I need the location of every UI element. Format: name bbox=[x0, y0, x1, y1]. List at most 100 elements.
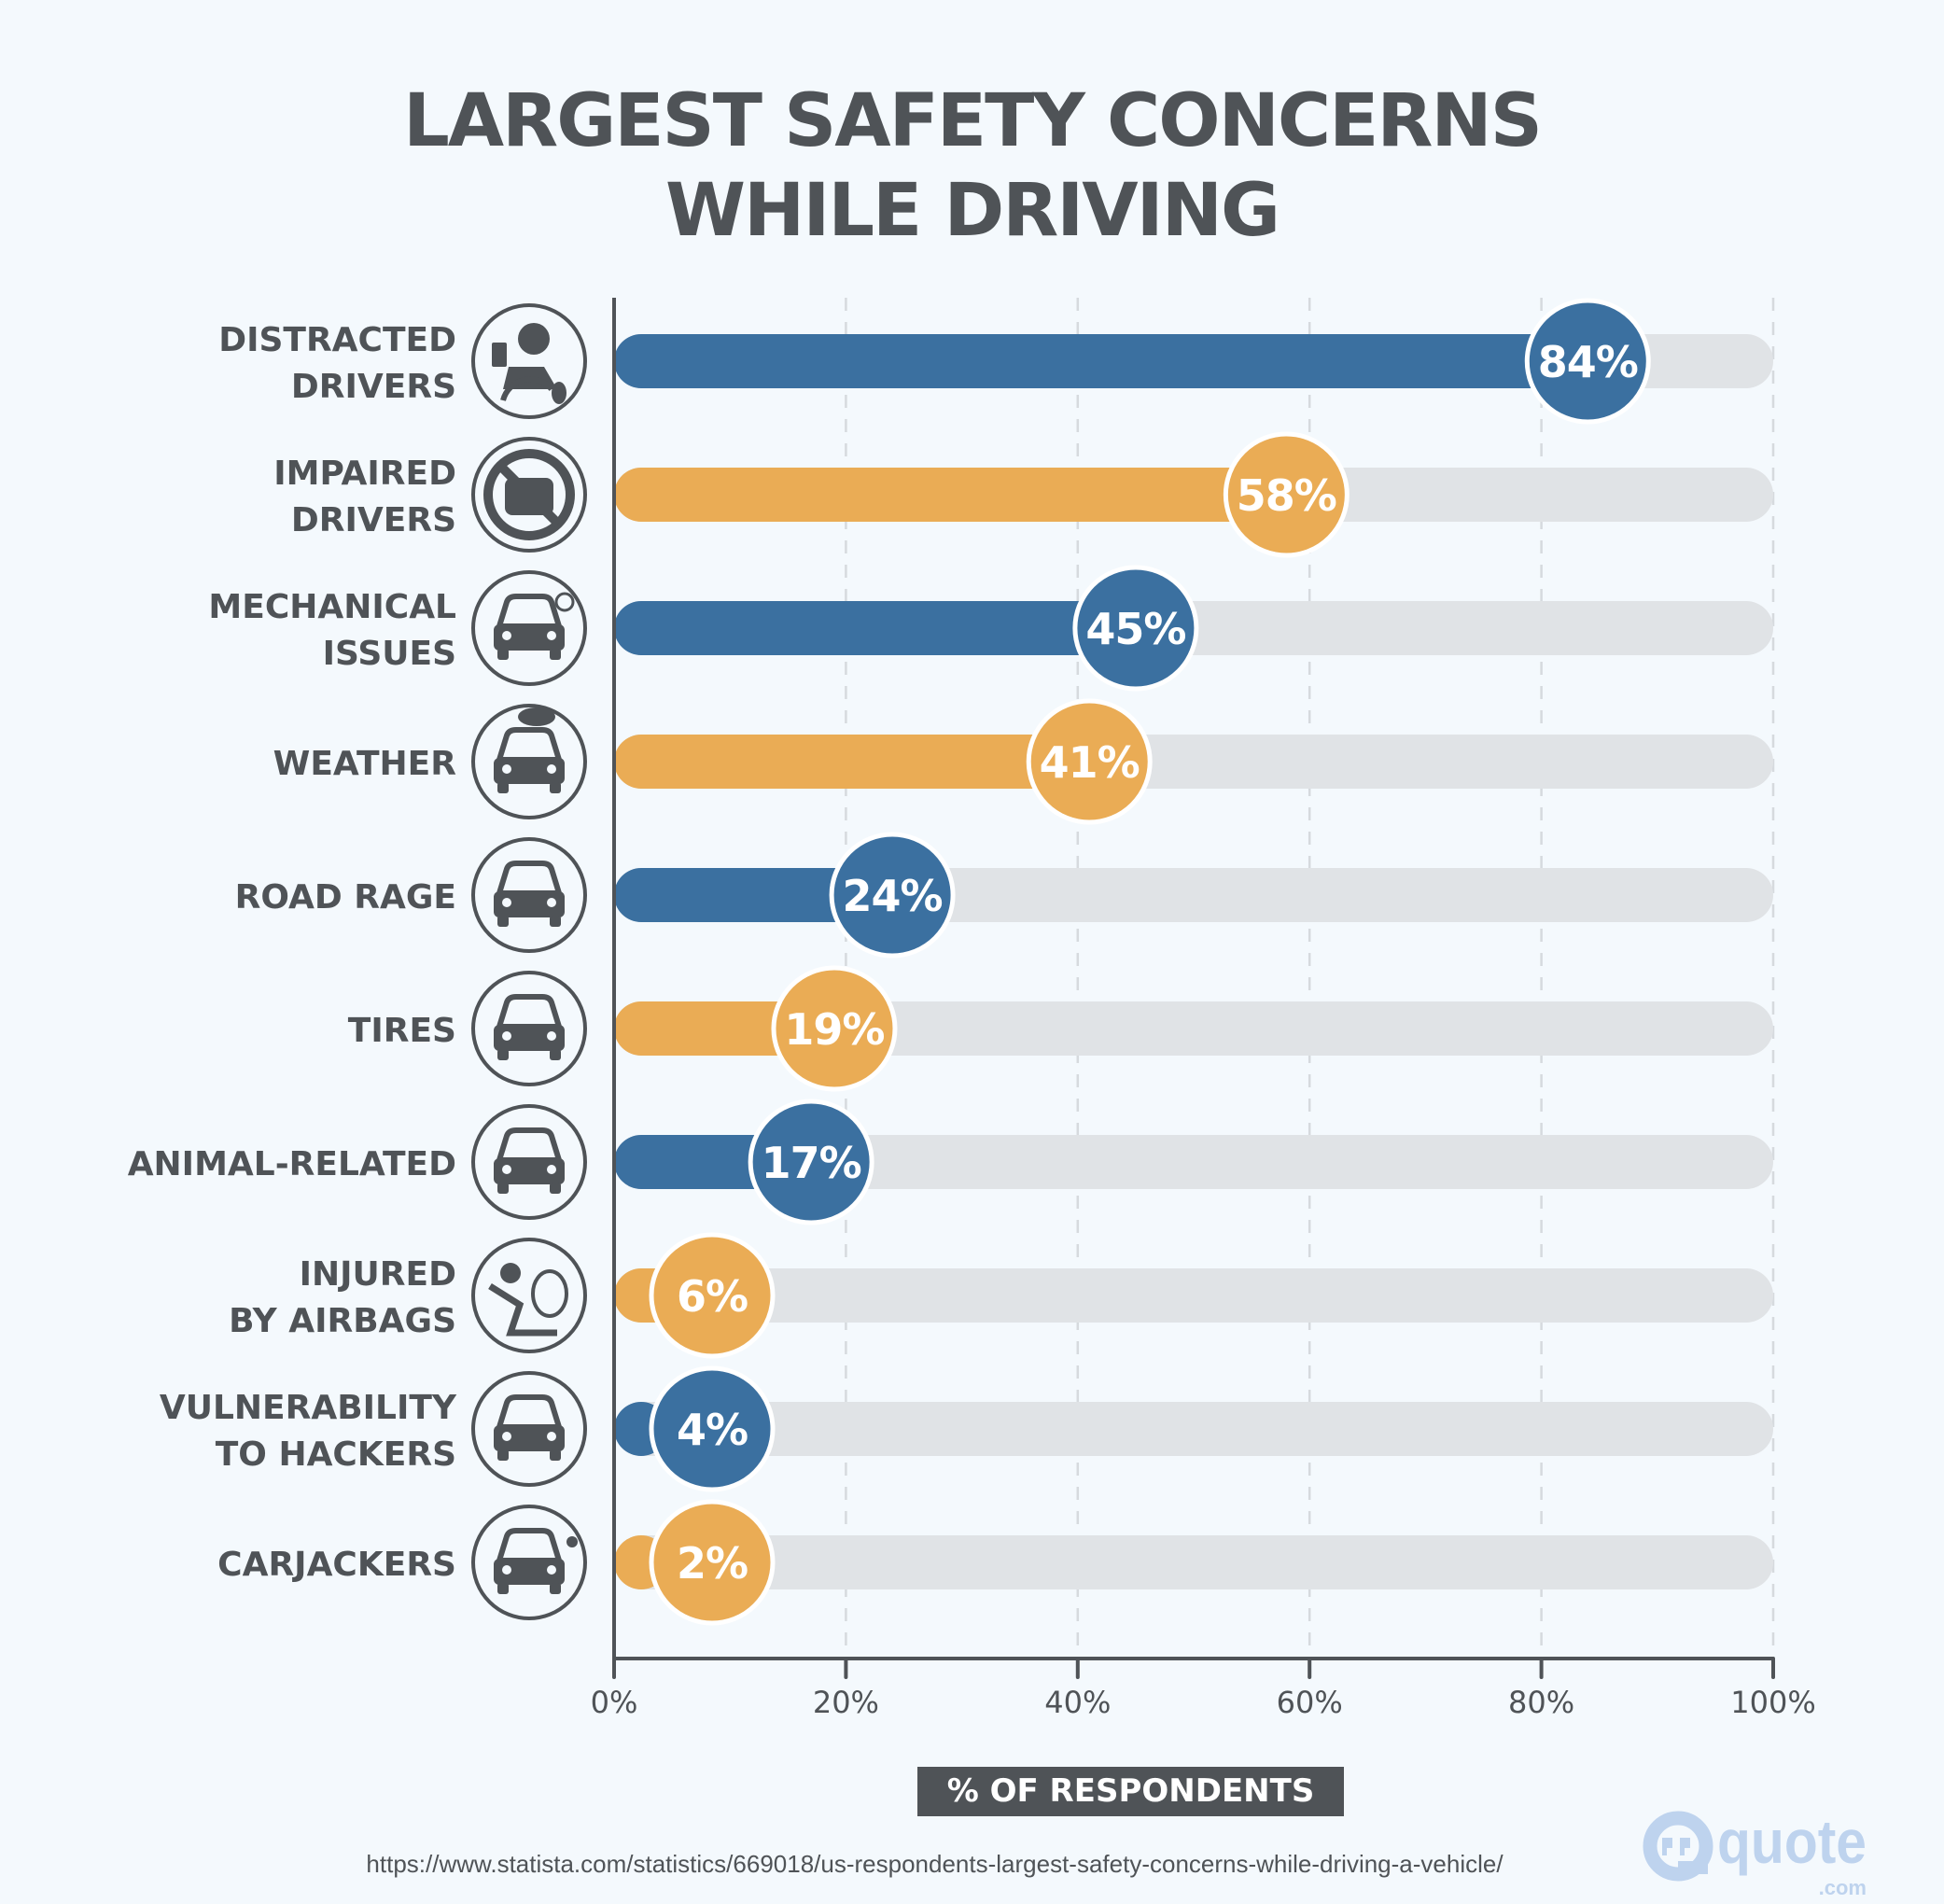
hacker-car-icon bbox=[471, 1371, 587, 1487]
category-label: ANIMAL-RELATED bbox=[128, 1145, 456, 1183]
smoke bbox=[554, 592, 575, 612]
bar-track bbox=[614, 1135, 1773, 1189]
source-link[interactable]: https://www.statista.com/statistics/6690… bbox=[366, 1850, 1503, 1878]
icon-ring bbox=[471, 1505, 587, 1620]
headlight bbox=[547, 1432, 556, 1441]
seat bbox=[488, 1283, 557, 1337]
car-body bbox=[494, 891, 565, 917]
bar-row: 58% IMPAIRED DRIVERS bbox=[273, 431, 1773, 558]
icon-ring bbox=[471, 303, 587, 419]
headlight bbox=[547, 898, 556, 907]
wheel-right bbox=[550, 1583, 561, 1594]
data-label: 58% bbox=[1237, 470, 1336, 521]
icon-ring bbox=[471, 437, 587, 553]
bar bbox=[614, 601, 1136, 655]
category-label: VULNERABILITY bbox=[160, 1389, 457, 1427]
category-label: INJURED bbox=[300, 1255, 456, 1294]
headlight bbox=[502, 898, 511, 907]
bar-track bbox=[614, 1535, 1773, 1589]
person bbox=[566, 1536, 578, 1547]
category-label: WEATHER bbox=[273, 745, 456, 783]
bar bbox=[614, 868, 893, 922]
logo-quote-mark bbox=[1680, 1838, 1690, 1848]
carjacker-icon bbox=[471, 1505, 587, 1620]
wheel-right bbox=[550, 782, 561, 793]
bar-row: 84% DISTRACTED DRIVERS bbox=[218, 298, 1773, 425]
headlight bbox=[547, 1031, 556, 1041]
wheel-right bbox=[550, 1449, 561, 1461]
car-body bbox=[494, 1425, 565, 1451]
wheel-left bbox=[497, 782, 509, 793]
title-line-1: LARGEST SAFETY CONCERNS bbox=[403, 79, 1543, 163]
animal-car-icon bbox=[471, 1104, 587, 1220]
value-bubble bbox=[649, 1365, 776, 1492]
headlight bbox=[502, 631, 511, 640]
wheel-right bbox=[550, 1049, 561, 1060]
data-label: 84% bbox=[1538, 337, 1638, 387]
bar-row: 17% ANIMAL-RELATED bbox=[128, 1099, 1773, 1225]
value-bubble bbox=[1072, 565, 1199, 692]
flat-tire-car-icon bbox=[471, 971, 587, 1086]
logo-quote-mark bbox=[1662, 1846, 1667, 1855]
wheel-left bbox=[497, 1049, 509, 1060]
angry-car-icon bbox=[471, 837, 587, 953]
value-bubble bbox=[649, 1232, 776, 1359]
category-label: ROAD RAGE bbox=[235, 878, 456, 917]
bar-row: 41% WEATHER bbox=[273, 698, 1773, 825]
bar-row: 2% CARJACKERS bbox=[217, 1499, 1773, 1626]
distracted-driver-icon bbox=[471, 303, 587, 419]
data-label: 17% bbox=[762, 1138, 861, 1188]
wheel-right bbox=[550, 649, 561, 660]
headlight bbox=[547, 1565, 556, 1575]
category-label: DISTRACTED bbox=[218, 321, 456, 359]
bar-track bbox=[614, 1001, 1773, 1056]
headlight bbox=[502, 1031, 511, 1041]
car-roof bbox=[495, 994, 564, 1029]
icon-ring bbox=[471, 1238, 587, 1353]
category-label: MECHANICAL bbox=[208, 588, 456, 626]
airbag-icon bbox=[471, 1238, 587, 1353]
logo-quote-mark bbox=[1662, 1838, 1672, 1848]
value-bubble bbox=[649, 1499, 776, 1626]
airbag bbox=[531, 1269, 568, 1318]
value-bubble bbox=[748, 1099, 874, 1225]
logo-tail bbox=[1678, 1861, 1708, 1874]
value-bubble bbox=[1223, 431, 1350, 558]
phone bbox=[492, 343, 507, 367]
icon-ring bbox=[471, 837, 587, 953]
icon-ring bbox=[471, 1104, 587, 1220]
wheel bbox=[500, 376, 554, 401]
category-label: ISSUES bbox=[323, 635, 456, 673]
wheel-left bbox=[497, 1583, 509, 1594]
quote-logo: quote .com bbox=[1643, 1807, 1867, 1899]
x-tick-label: 0% bbox=[591, 1685, 638, 1720]
wheel-left bbox=[497, 649, 509, 660]
no-car-icon bbox=[471, 437, 587, 553]
bar bbox=[614, 334, 1588, 388]
data-label: 41% bbox=[1040, 737, 1140, 788]
bar-track bbox=[614, 1402, 1773, 1456]
car-roof bbox=[495, 1528, 564, 1563]
car-roof bbox=[495, 1127, 564, 1163]
headlight bbox=[547, 764, 556, 774]
bar-row: 6% INJURED BY AIRBAGS bbox=[229, 1232, 1773, 1359]
category-label: TIRES bbox=[348, 1012, 456, 1050]
headlight bbox=[502, 1165, 511, 1174]
category-label: BY AIRBAGS bbox=[229, 1302, 456, 1340]
wheel-right bbox=[550, 1183, 561, 1194]
car-body bbox=[494, 624, 565, 651]
bar-track bbox=[614, 1268, 1773, 1323]
wheel-left bbox=[497, 916, 509, 927]
slash bbox=[496, 462, 562, 527]
prohibit-ring bbox=[483, 449, 575, 540]
chart-title: LARGEST SAFETY CONCERNS WHILE DRIVING bbox=[0, 77, 1944, 256]
head bbox=[518, 323, 550, 355]
bar-row: 19% TIRES bbox=[348, 965, 1773, 1092]
x-tick-label: 20% bbox=[813, 1685, 879, 1720]
icon-ring bbox=[471, 570, 587, 686]
data-label: 6% bbox=[677, 1271, 748, 1322]
bar bbox=[614, 735, 1090, 789]
cloud bbox=[518, 707, 555, 726]
data-label: 45% bbox=[1085, 604, 1185, 654]
x-tick-label: 40% bbox=[1044, 1685, 1111, 1720]
